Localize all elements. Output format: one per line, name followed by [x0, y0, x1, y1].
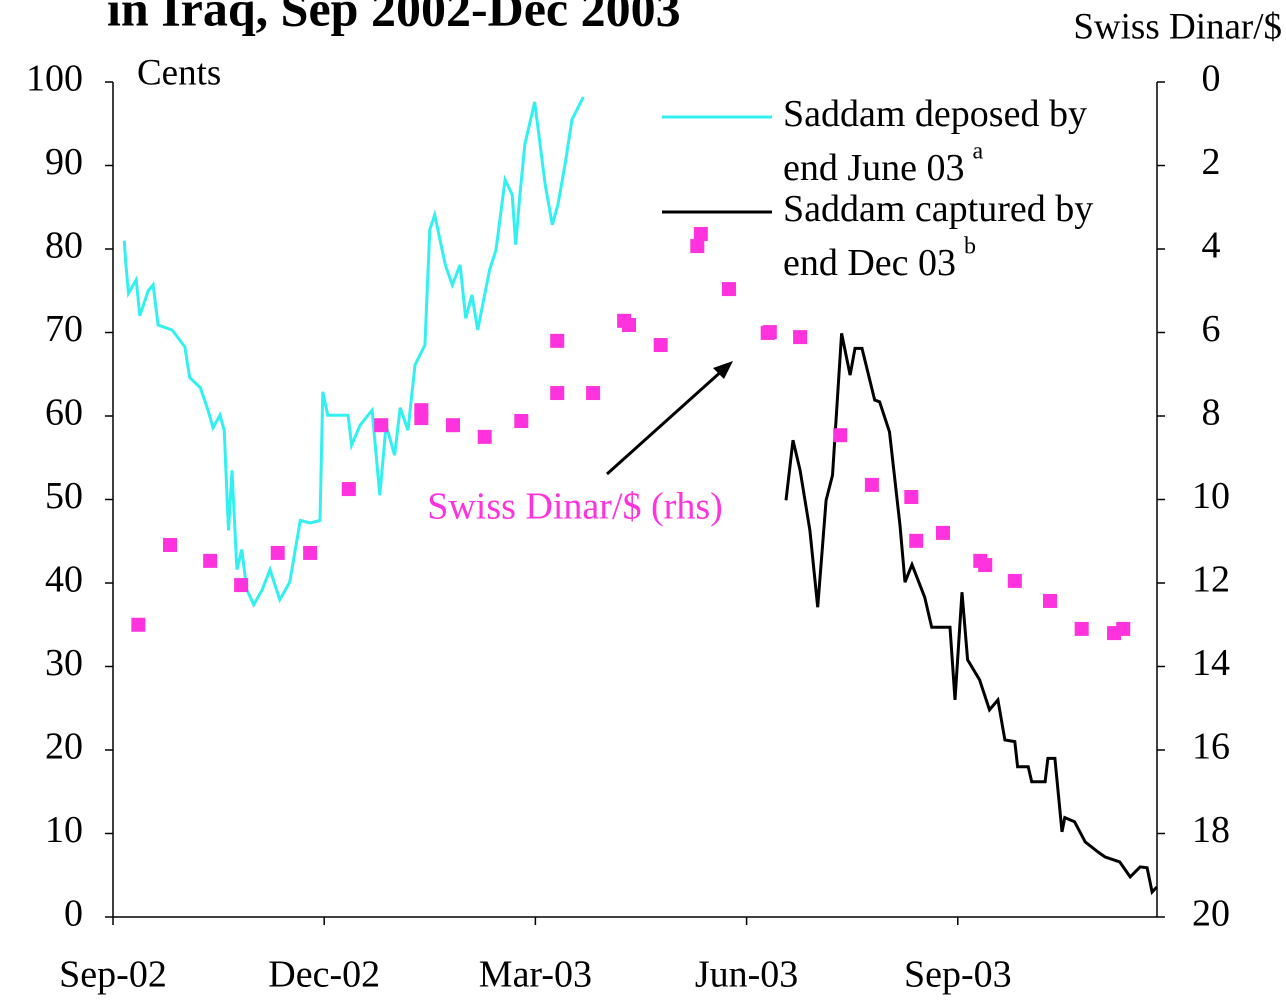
x-tick-label: Mar-03	[479, 954, 592, 996]
x-tick-label: Jun-03	[695, 954, 798, 996]
y-tick-label: 50	[45, 475, 83, 517]
scatter-point	[514, 414, 529, 429]
scatter-point	[762, 325, 777, 340]
scatter-point	[550, 333, 565, 348]
y2-tick-label: 20	[1192, 893, 1230, 935]
annotation-arrow	[605, 367, 726, 476]
y2-tick-label: 8	[1202, 392, 1221, 434]
arrow-head	[713, 361, 733, 379]
scatter-point	[978, 558, 993, 573]
x-tick-label: Dec-02	[268, 954, 380, 996]
y-tick-label: 80	[45, 225, 83, 267]
x-tick-label: Sep-02	[59, 954, 167, 996]
scatter-point	[414, 411, 429, 426]
y-axis-label: Cents	[137, 52, 221, 93]
legend-label: Saddam captured by end Dec 03	[783, 188, 1093, 284]
y2-tick-label: 0	[1202, 58, 1221, 100]
y-tick-label: 0	[64, 893, 83, 935]
scatter-point	[833, 428, 848, 443]
scatter-point	[1042, 593, 1057, 608]
legend-label: Saddam deposed by end June 03	[783, 93, 1087, 189]
scatter-point	[270, 545, 285, 560]
y-tick-label: 70	[45, 308, 83, 350]
scatter-point	[374, 418, 389, 433]
scatter-point	[909, 533, 924, 548]
scatter-point	[793, 330, 808, 345]
scatter-point	[131, 617, 146, 632]
legend-note: b	[964, 234, 976, 260]
y2-tick-label: 12	[1192, 559, 1230, 601]
line-series	[784, 333, 1159, 896]
scatter-point	[721, 282, 736, 297]
y-tick-label: 30	[45, 642, 83, 684]
scatter-point	[203, 553, 218, 568]
line-series	[122, 96, 585, 608]
y2-tick-label: 14	[1192, 642, 1230, 684]
x-tick-label: Sep-03	[904, 954, 1012, 996]
scatter-point	[935, 525, 950, 540]
scatter-point	[690, 239, 705, 254]
scatter-point	[622, 317, 637, 332]
y-tick-label: 100	[26, 58, 83, 100]
y2-tick-label: 4	[1202, 225, 1221, 267]
scatter-point	[586, 386, 601, 401]
scatter-point	[1007, 573, 1022, 588]
y2-axis-label: Swiss Dinar/$	[1073, 6, 1282, 47]
scatter-point	[653, 338, 668, 353]
y2-tick-label: 16	[1192, 726, 1230, 768]
annotation: Swiss Dinar/$ (rhs)	[427, 486, 723, 528]
chart-title: in Iraq, Sep 2002-Dec 2003	[107, 0, 681, 36]
scatter-point	[1074, 621, 1089, 636]
scatter-point	[693, 226, 708, 241]
scatter-point	[234, 578, 249, 593]
y-tick-label: 20	[45, 726, 83, 768]
y2-tick-label: 10	[1192, 475, 1230, 517]
y2-tick-label: 6	[1202, 308, 1221, 350]
y2-tick-label: 2	[1202, 141, 1221, 183]
scatter-point	[550, 386, 565, 401]
y2-tick-label: 18	[1192, 809, 1230, 851]
y-tick-label: 10	[45, 809, 83, 851]
scatter-point	[446, 418, 461, 433]
y-tick-label: 90	[45, 141, 83, 183]
scatter-point	[1116, 621, 1131, 636]
scatter-point	[303, 545, 318, 560]
scatter-point	[904, 489, 919, 504]
y-tick-label: 60	[45, 392, 83, 434]
y-tick-label: 40	[45, 559, 83, 601]
legend-note: a	[973, 139, 984, 165]
scatter-point	[477, 429, 492, 444]
scatter-point	[341, 482, 356, 497]
scatter-point	[864, 477, 879, 492]
scatter-point	[163, 538, 178, 553]
